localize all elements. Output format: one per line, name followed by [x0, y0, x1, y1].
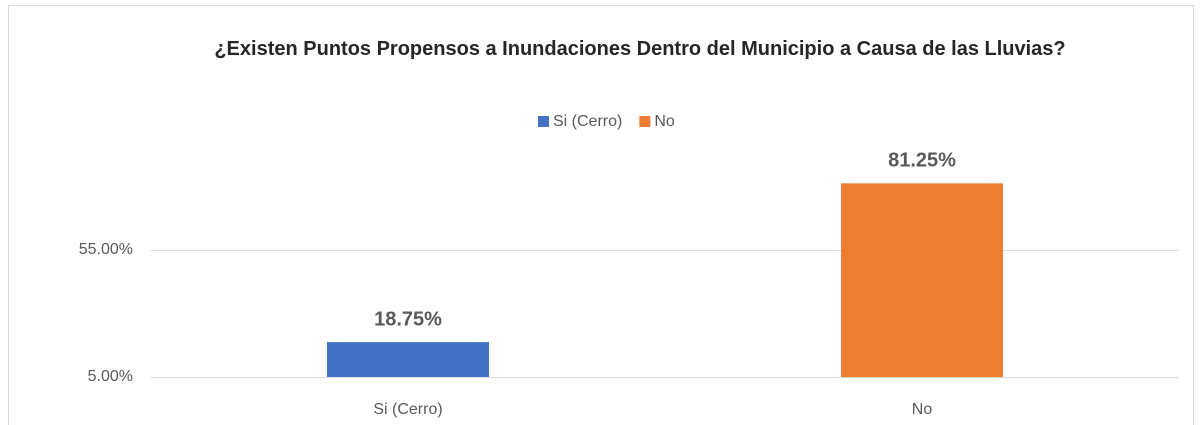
x-tick-label: No — [912, 401, 933, 418]
bar — [327, 342, 489, 377]
x-tick-label: Si (Cerro) — [373, 401, 442, 418]
data-label: 81.25% — [888, 150, 956, 172]
legend-swatch — [639, 116, 651, 127]
chart-title: ¿Existen Puntos Propensos a Inundaciones… — [214, 38, 1066, 60]
bar — [841, 183, 1003, 377]
legend-label: No — [654, 113, 675, 130]
data-label: 18.75% — [374, 308, 442, 330]
chart-frame — [8, 5, 1194, 425]
legend-label: Si (Cerro) — [553, 113, 622, 130]
y-tick-label: 55.00% — [79, 241, 133, 258]
legend-swatch — [538, 116, 549, 127]
y-tick-label: 5.00% — [88, 368, 133, 385]
